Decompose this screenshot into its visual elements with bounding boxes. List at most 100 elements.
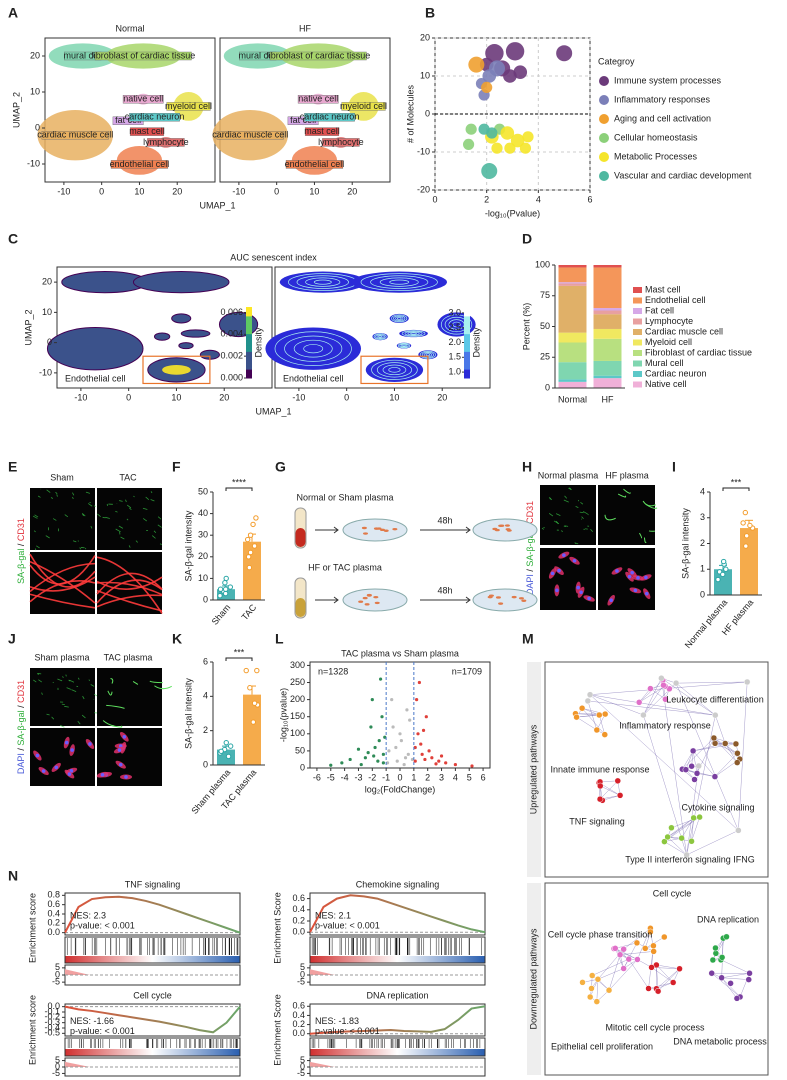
network-edge bbox=[720, 959, 750, 974]
cell bbox=[383, 529, 389, 532]
network-node bbox=[662, 696, 669, 703]
network-edge bbox=[581, 708, 605, 735]
y-axis-label: SA-β-gal intensity bbox=[680, 508, 690, 579]
signal bbox=[126, 504, 132, 509]
y-tick-label: 0 bbox=[203, 594, 208, 604]
pathway-label: Cell cycle bbox=[653, 888, 692, 898]
data-point bbox=[723, 566, 729, 572]
signal bbox=[79, 547, 82, 550]
colorbar-step bbox=[464, 330, 470, 335]
micrograph bbox=[97, 668, 162, 726]
nucleus bbox=[557, 568, 561, 573]
nucleus bbox=[41, 769, 46, 773]
colorbar-step bbox=[246, 324, 252, 329]
contour bbox=[391, 314, 408, 323]
cluster-label-box bbox=[304, 112, 355, 122]
micrograph bbox=[540, 548, 596, 610]
data-point bbox=[247, 685, 253, 691]
pathway-label: Type II interferon signaling IFNG bbox=[625, 854, 755, 864]
panel-letter: M bbox=[522, 631, 534, 647]
colorbar-step bbox=[246, 375, 252, 379]
x-tick-label: 0 bbox=[432, 194, 437, 204]
colorbar-step bbox=[246, 372, 252, 376]
signal bbox=[52, 681, 54, 684]
nes-label: NES: 2.3 bbox=[70, 910, 106, 920]
signal bbox=[115, 510, 118, 513]
signal bbox=[50, 497, 54, 499]
bar-segment bbox=[558, 282, 587, 284]
y-tick-label: 10 bbox=[198, 573, 208, 583]
y-tick-label: 2 bbox=[203, 725, 208, 735]
colorbar-step bbox=[246, 354, 252, 358]
density-region bbox=[418, 350, 438, 360]
y-tick-label: 20 bbox=[198, 551, 208, 561]
contour bbox=[400, 344, 408, 348]
signal bbox=[150, 491, 153, 494]
signal bbox=[46, 713, 50, 716]
bubble bbox=[510, 133, 525, 148]
panel-letter: J bbox=[8, 631, 16, 647]
network-edge bbox=[686, 715, 716, 855]
micrograph-content bbox=[96, 731, 133, 780]
stain-label: DAPI / SA-β-gal / CD31 bbox=[16, 680, 26, 774]
signal bbox=[642, 500, 657, 507]
network-box bbox=[544, 661, 769, 878]
bubble bbox=[485, 44, 504, 63]
legend-label: Cellular homeostasis bbox=[614, 132, 698, 142]
data-point bbox=[251, 700, 258, 706]
bubble bbox=[462, 138, 475, 150]
y-tick-label: 4 bbox=[700, 486, 705, 496]
data-point bbox=[223, 739, 229, 746]
signal bbox=[96, 589, 163, 612]
y-tick-label: -0.5 bbox=[44, 1028, 60, 1038]
network-node bbox=[711, 740, 719, 747]
y-axis-label: SA-β-gal intensity bbox=[183, 678, 193, 749]
bar-segment bbox=[593, 310, 622, 315]
y-tick-label: 0 bbox=[300, 1061, 305, 1071]
micrograph bbox=[30, 488, 95, 550]
colorbar-step bbox=[464, 321, 470, 326]
data-point bbox=[246, 564, 253, 571]
cell bbox=[364, 603, 370, 606]
point bbox=[470, 764, 474, 768]
colorbar-step bbox=[246, 318, 252, 323]
y-tick-label: -10 bbox=[417, 146, 430, 156]
x-tick-label: Normal bbox=[558, 394, 587, 404]
network-edge bbox=[682, 737, 715, 770]
legend-swatch bbox=[633, 318, 642, 325]
network-node bbox=[732, 740, 740, 748]
signal bbox=[157, 516, 162, 520]
es-curve bbox=[309, 1005, 486, 1035]
legend-label: Metabolic Processes bbox=[614, 151, 698, 161]
cluster-label: mast cell bbox=[304, 126, 340, 136]
x-tick-label: 10 bbox=[389, 392, 399, 402]
panel-letter: H bbox=[522, 459, 532, 475]
x-axis-label: log₂(FoldChange) bbox=[365, 784, 436, 794]
panel-letter: E bbox=[8, 459, 17, 475]
x-tick-label: 2 bbox=[425, 772, 430, 782]
colorbar-tick-label: 3.0 bbox=[448, 307, 461, 317]
network-node bbox=[696, 813, 703, 821]
network-node bbox=[593, 726, 601, 734]
x-tick-label: -3 bbox=[354, 772, 362, 782]
x-tick-label: Sham bbox=[210, 602, 233, 626]
signal bbox=[88, 679, 91, 682]
cluster-label: myeloid cell bbox=[165, 101, 212, 111]
point bbox=[385, 761, 390, 765]
rank-area bbox=[310, 969, 335, 975]
colorbar-step bbox=[464, 312, 470, 317]
x-axis-label: UMAP_1 bbox=[199, 200, 235, 210]
bar-segment bbox=[558, 285, 587, 333]
network-node bbox=[634, 956, 641, 963]
network-node bbox=[647, 685, 654, 692]
network-edge bbox=[643, 678, 662, 716]
cell bbox=[498, 602, 504, 605]
legend-swatch bbox=[633, 339, 642, 346]
data-point bbox=[218, 748, 224, 754]
network-node bbox=[593, 998, 601, 1005]
cell bbox=[504, 524, 510, 527]
y-tick-label: 0 bbox=[700, 589, 705, 599]
network-edge bbox=[597, 968, 624, 980]
signal bbox=[590, 528, 594, 533]
density-region bbox=[279, 271, 366, 293]
